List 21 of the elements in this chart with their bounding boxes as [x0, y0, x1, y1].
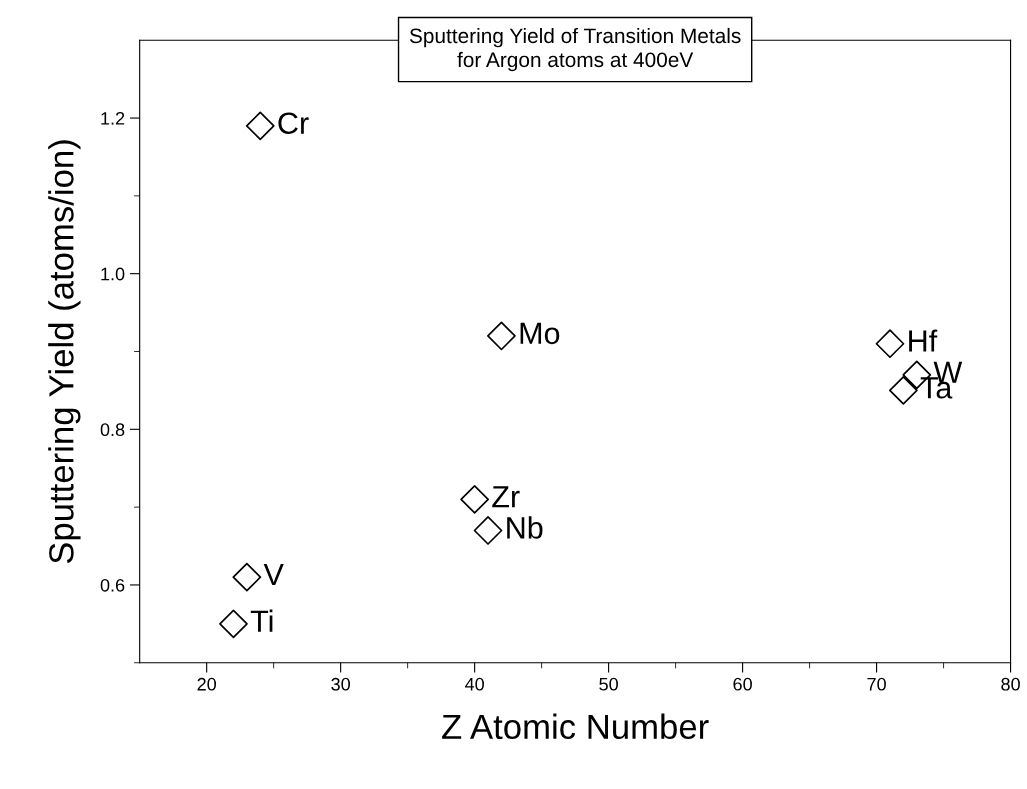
annotation: Hf	[909, 329, 938, 352]
annotation: Nb	[507, 516, 543, 539]
x-tick-label: 20	[197, 677, 216, 691]
x-tick-label: 80	[1001, 677, 1020, 691]
y-axis-title: Sputtering Yield (atoms/ion)	[48, 140, 81, 564]
x-tick-label: 30	[331, 677, 350, 691]
annotation: Zr	[492, 486, 520, 508]
x-tick-label: 60	[733, 677, 752, 691]
annotation: V	[263, 564, 284, 586]
y-tick-label: 0.8	[100, 423, 125, 437]
x-axis-title: Z Atomic Number	[442, 713, 709, 740]
annotation: Ti	[250, 609, 273, 632]
annotation: Mo	[520, 322, 560, 345]
x-tick-label: 50	[599, 677, 618, 691]
x-tick-label: 40	[465, 677, 484, 691]
y-tick-label: 1.0	[101, 267, 125, 281]
chart-title: Sputtering Yield of Transition Metals for Argon atoms at 400eV	[409, 27, 741, 72]
annotation: Cr	[278, 112, 309, 135]
x-tick-label: 70	[867, 677, 886, 691]
y-tick-label: 0.6	[100, 578, 125, 592]
y-tick-label: 1.2	[101, 111, 125, 125]
